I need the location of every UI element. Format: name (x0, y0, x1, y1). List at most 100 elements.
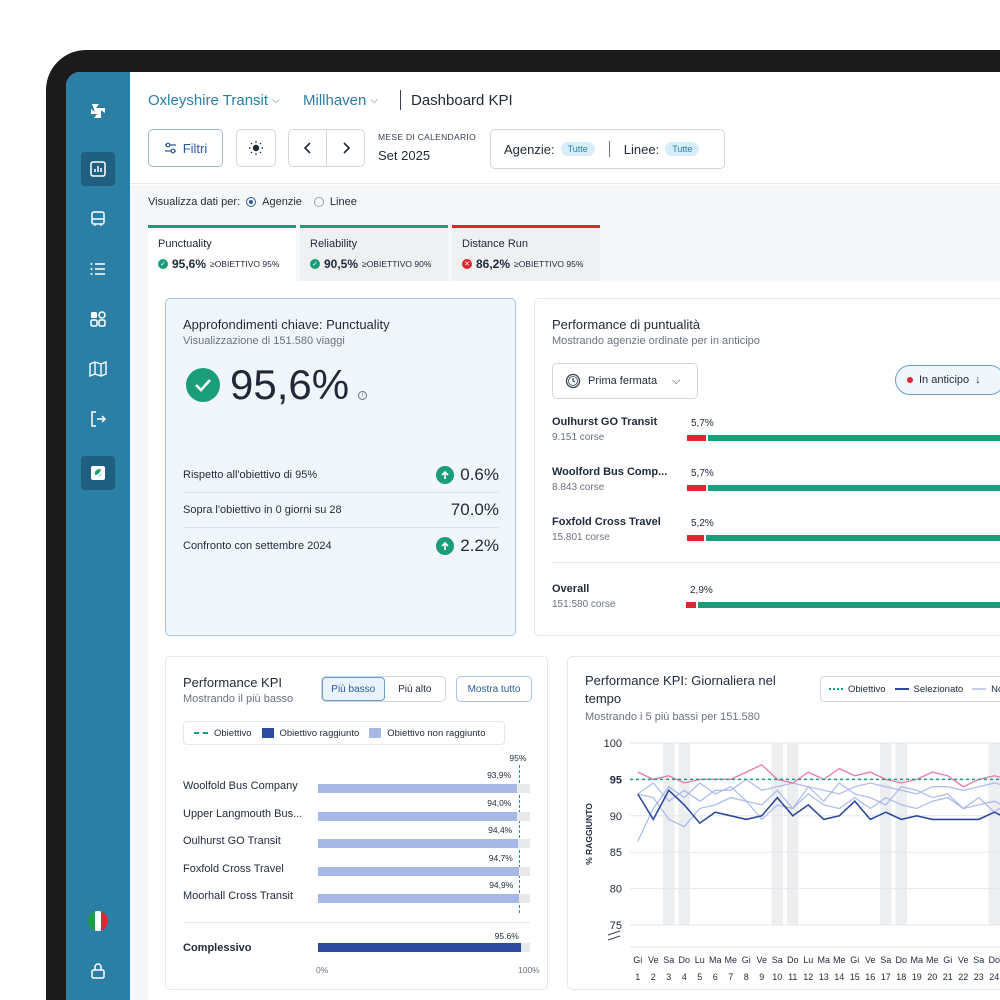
kpi-row-value: 94,4% (488, 825, 513, 835)
x-tick-label: 19 (912, 972, 922, 982)
legend-met-swatch (261, 728, 274, 738)
kpi-row-bar (318, 894, 520, 903)
toggle-highest[interactable]: Più alto (398, 683, 432, 695)
x-tick-label: 9 (759, 972, 764, 982)
radio-agencies-label[interactable]: Agenzie (262, 196, 302, 208)
kpi-row-bar (318, 811, 518, 821)
sidebar-item-brand[interactable] (81, 456, 115, 490)
tab-name: Punctuality (158, 238, 212, 250)
x-tick-label: 14 (834, 972, 844, 982)
y-tick-label: 85 (610, 847, 622, 859)
weekend-band (880, 743, 892, 925)
org-selector[interactable]: Oxleyshire Transit ⌵ (148, 92, 280, 109)
breadcrumb-separator (400, 90, 401, 110)
theme-toggle-button[interactable] (236, 129, 276, 167)
content-area: Visualizza dati per: Agenzie Linee Punct… (130, 185, 1000, 1000)
agency-ontime-bar (697, 602, 1000, 608)
agency-trips: 9.151 corse (552, 432, 605, 443)
kpi-row-name[interactable]: Oulhurst GO Transit (183, 835, 281, 847)
insight-row-label: Rispetto all'obiettivo di 95% (183, 469, 318, 481)
agency-trips: 8.843 corse (552, 482, 605, 493)
x-weekday-label: Sa (880, 955, 891, 965)
x-tick-label: 13 (819, 972, 829, 982)
agency-name[interactable]: Foxfold Cross Travel (552, 516, 661, 528)
stop-select[interactable]: Prima fermata ⌵ (552, 363, 698, 399)
filters-label: Filtri (182, 140, 208, 156)
card-title: Approfondimenti chiave: Punctuality (183, 317, 390, 332)
punctuality-card: Performance di puntualità Mostrando agen… (534, 298, 1000, 636)
x-weekday-label: Ve (958, 955, 969, 965)
x-tick-label: 20 (927, 972, 937, 982)
agency-name[interactable]: Woolford Bus Comp... (552, 466, 668, 478)
kpi-row-track (318, 811, 530, 821)
kpi-row-track (318, 894, 530, 903)
month-label: MESE DI CALENDARIO (378, 132, 476, 142)
filters-button[interactable]: Filtri (148, 129, 223, 167)
tab-distance-run[interactable]: Distance Run ✕ 86,2% ≥OBIETTIVO 95% (452, 225, 600, 281)
kpi-row-name[interactable]: Moorhall Cross Transit (183, 890, 294, 902)
legend-selected-line (894, 688, 909, 690)
tab-value: 95,6% (172, 257, 207, 271)
logo-icon[interactable] (81, 94, 115, 128)
x-tick-label: 17 (881, 972, 891, 982)
city-selector[interactable]: Millhaven ⌵ (303, 92, 378, 109)
app-screen: Oxleyshire Transit ⌵ Millhaven ⌵ Dashboa… (66, 72, 1000, 1000)
info-icon[interactable]: i (358, 391, 367, 400)
insight-row-value: 2.2% (460, 535, 499, 555)
sun-icon (249, 141, 263, 155)
next-month-button[interactable] (326, 129, 365, 167)
x-weekday-label: Me (833, 955, 846, 965)
kpi-total-name[interactable]: Complessivo (183, 942, 252, 954)
map-icon (89, 360, 107, 378)
sort-early-pill[interactable]: In anticipo ↓ (895, 365, 1000, 395)
tab-goal: ≥OBIETTIVO 95% (210, 259, 280, 269)
sidebar-item-list[interactable] (81, 252, 115, 286)
arrow-down-icon: ↓ (975, 374, 981, 386)
axis-max-label: 100% (518, 965, 540, 975)
page-title: Dashboard KPI (411, 92, 513, 109)
sidebar-item-dashboard[interactable] (81, 152, 115, 186)
kpi-row-name[interactable]: Woolfold Bus Company (183, 780, 298, 792)
x-weekday-label: Ma (817, 955, 830, 965)
kpi-row-name[interactable]: Foxfold Cross Travel (183, 862, 284, 875)
x-tick-label: 18 (896, 972, 906, 982)
card-subtitle: Mostrando agenzie ordinate per in antici… (552, 335, 760, 347)
sidebar-item-vehicles[interactable] (81, 202, 115, 236)
language-italy-icon[interactable] (81, 904, 115, 938)
agency-early-bar (687, 435, 706, 441)
tab-name: Distance Run (462, 238, 529, 250)
main-area: Oxleyshire Transit ⌵ Millhaven ⌵ Dashboa… (130, 72, 1000, 1000)
x-tick-label: 12 (803, 972, 813, 982)
agency-name[interactable]: Oulhurst GO Transit (552, 416, 658, 428)
x-weekday-label: Lu (695, 955, 705, 965)
card-subtitle: Mostrando i 5 più bassi per 151.580 (585, 711, 760, 723)
weekend-band (988, 743, 1000, 925)
prev-month-button[interactable] (288, 129, 327, 167)
kpi-row-name[interactable]: Upper Langmouth Bus... (183, 807, 303, 820)
x-weekday-label: Gi (850, 955, 859, 965)
arrow-up-icon (436, 536, 455, 555)
agency-early-label: 5,7% (691, 468, 714, 479)
x-tick-label: 15 (850, 972, 860, 982)
x-weekday-label: Sa (772, 955, 783, 965)
series-line-selected (637, 788, 1000, 825)
radio-agencies[interactable] (246, 197, 257, 207)
sidebar-item-apps[interactable] (81, 302, 115, 336)
sidebar-item-map[interactable] (81, 352, 115, 386)
radio-lines[interactable] (313, 197, 324, 207)
agency-line-filter[interactable]: Agenzie: Tutte Linee: Tutte (490, 129, 725, 169)
radio-lines-label[interactable]: Linee (329, 196, 357, 208)
lock-icon[interactable] (81, 954, 115, 988)
tab-punctuality[interactable]: Punctuality ✓ 95,6% ≥OBIETTIVO 95% (148, 225, 296, 281)
kpi-total-track (318, 943, 530, 952)
agency-name[interactable]: Overall (552, 583, 590, 595)
show-all-button[interactable]: Mostra tutto (456, 676, 532, 702)
sidebar-item-export[interactable] (81, 402, 115, 436)
toggle-lowest[interactable]: Più basso (322, 677, 385, 701)
x-weekday-label: Me (724, 955, 737, 965)
weekend-band (787, 743, 799, 925)
sidebar (66, 72, 130, 1000)
tab-reliability[interactable]: Reliability ✓ 90,5% ≥OBIETTIVO 90% (300, 225, 448, 281)
kpi-row-track (318, 839, 530, 848)
